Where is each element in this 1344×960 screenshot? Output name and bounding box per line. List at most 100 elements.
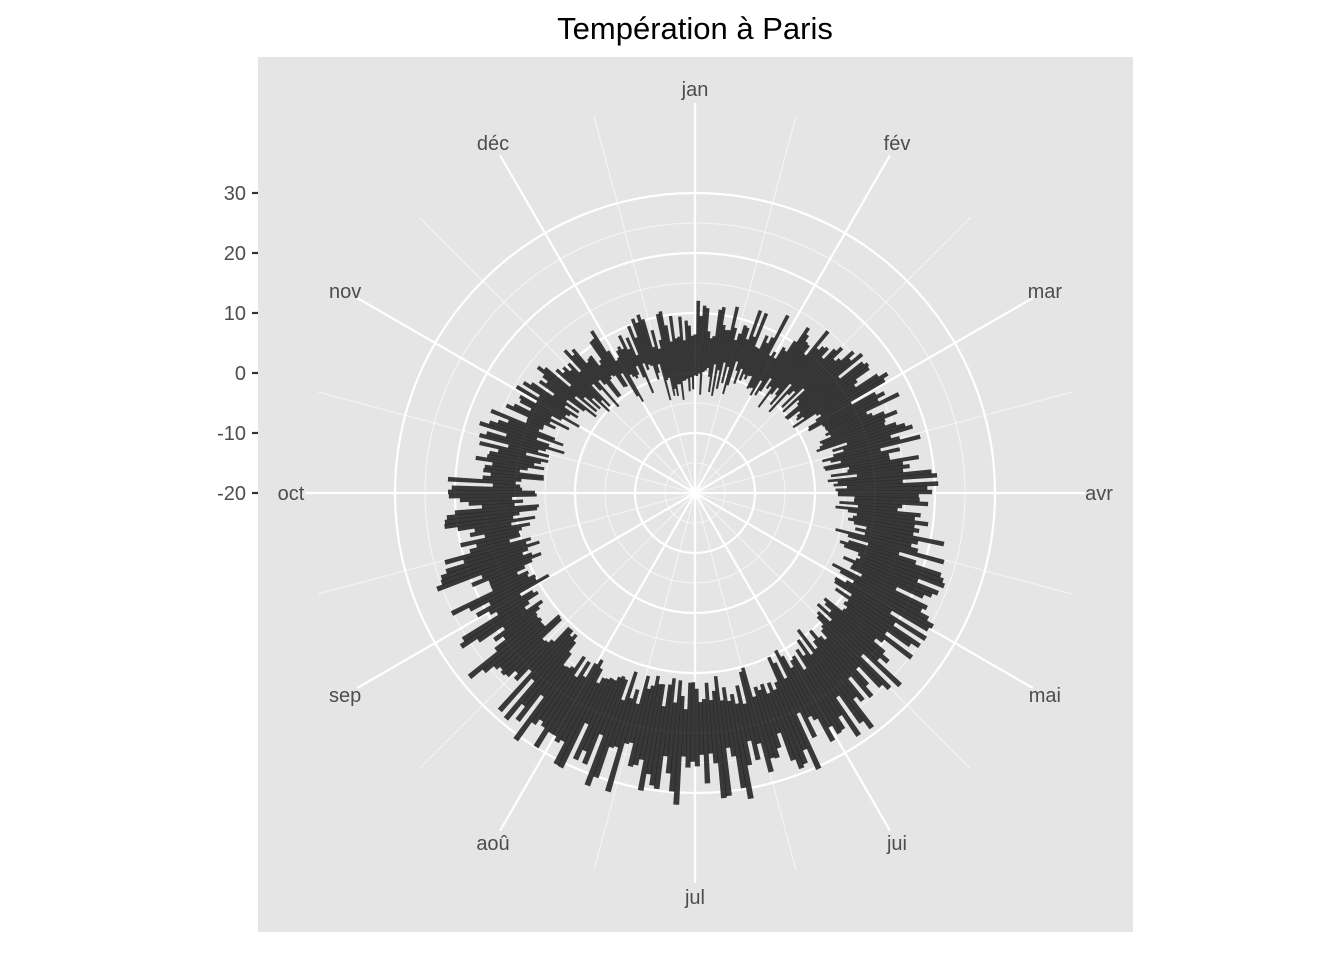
temperature-bar <box>531 634 573 682</box>
temperature-bar <box>835 528 919 553</box>
temperature-bar <box>832 436 901 458</box>
temperature-bar <box>829 610 890 664</box>
temperature-bar <box>708 309 723 393</box>
temperature-bar <box>846 481 939 489</box>
temperature-bar <box>459 600 530 649</box>
temperature-bar <box>753 686 780 759</box>
temperature-bar <box>727 700 747 789</box>
temperature-bar <box>853 521 914 536</box>
temperature-bar <box>616 356 644 403</box>
temperature-bar <box>542 374 597 418</box>
temperature-bar <box>444 515 514 529</box>
temperature-bar <box>759 683 782 735</box>
temperature-bar <box>569 369 603 402</box>
temperature-bar <box>816 615 892 691</box>
temperature-bar <box>735 685 752 742</box>
temperature-bar <box>793 348 837 393</box>
temperature-bar <box>830 448 882 463</box>
temperature-bar <box>529 408 570 431</box>
temperature-bar <box>864 532 912 548</box>
temperature-bar <box>711 690 727 799</box>
temperature-bar <box>860 574 928 611</box>
temperature-bar <box>754 346 786 396</box>
major-spoke <box>499 154 696 494</box>
temperature-bar <box>706 338 713 369</box>
temperature-bar <box>617 345 636 378</box>
temperature-bar <box>702 308 710 373</box>
temperature-bar <box>557 677 606 769</box>
temperature-bar <box>833 479 903 487</box>
temperature-bar <box>584 678 629 787</box>
temperature-bar <box>613 697 634 748</box>
temperature-bar <box>846 422 906 446</box>
temperature-bar <box>655 313 676 396</box>
temperature-bar <box>605 689 640 793</box>
temperature-bar <box>856 468 904 478</box>
temperature-bar <box>587 357 620 398</box>
temperature-bar <box>839 500 903 509</box>
temperature-bar <box>513 639 555 682</box>
temperature-bar <box>848 539 917 565</box>
temperature-bar <box>630 318 651 366</box>
temperature-bar <box>741 667 774 773</box>
temperature-bar <box>572 677 614 761</box>
temperature-bar <box>795 648 843 718</box>
month-label-5: jui <box>886 833 907 855</box>
temperature-bar <box>842 434 892 452</box>
temperature-bar <box>792 384 856 429</box>
major-spoke <box>694 297 1034 494</box>
temperature-bar <box>653 684 672 790</box>
temperature-bar <box>608 671 638 749</box>
temperature-bar <box>571 348 601 382</box>
temperature-bar <box>808 629 852 680</box>
temperature-bar <box>560 667 603 743</box>
month-label-10: nov <box>329 281 361 303</box>
temperature-bar <box>488 565 526 585</box>
temperature-bar <box>857 504 898 512</box>
temperature-bar <box>616 349 632 376</box>
temperature-bar <box>847 517 920 534</box>
radial-tick-label: 0 <box>235 363 246 385</box>
temperature-bar <box>816 602 881 661</box>
temperature-bar <box>627 348 638 367</box>
temperature-bar <box>469 522 531 538</box>
temperature-bar <box>488 577 537 606</box>
temperature-bar <box>606 350 623 375</box>
temperature-bar <box>699 305 707 395</box>
temperature-bar <box>824 602 886 655</box>
temperature-bar <box>867 542 900 556</box>
temperature-bar <box>848 454 920 470</box>
temperature-bar <box>636 314 660 380</box>
temperature-bar <box>834 576 893 615</box>
temperature-bar <box>552 393 580 414</box>
temperature-bar <box>743 347 760 380</box>
temperature-bar <box>476 533 521 548</box>
temperature-bar <box>673 695 685 805</box>
temperature-bar <box>505 403 557 430</box>
temperature-bar <box>816 421 897 453</box>
temperature-bar <box>447 476 516 485</box>
temperature-bar <box>628 675 651 744</box>
temperature-bar <box>713 676 732 797</box>
temperature-bar <box>533 660 591 749</box>
temperature-bar <box>488 420 538 441</box>
temperature-bar <box>713 306 726 365</box>
temperature-bar <box>552 662 598 737</box>
radial-tick-label: 10 <box>224 303 246 325</box>
temperature-bar <box>650 329 672 401</box>
temperature-bar <box>846 599 912 648</box>
temperature-bar <box>461 590 539 642</box>
temperature-bar <box>554 659 604 744</box>
month-label-11: déc <box>477 133 509 155</box>
temperature-bar <box>448 493 537 499</box>
temperature-bar <box>535 400 580 428</box>
temperature-bar <box>513 403 551 425</box>
major-spoke <box>694 154 891 494</box>
temperature-bar <box>802 379 858 419</box>
temperature-bar <box>777 353 807 390</box>
temperature-bar <box>865 526 945 547</box>
temperature-bar <box>658 311 677 390</box>
temperature-bar <box>598 363 612 381</box>
temperature-bar <box>854 527 919 545</box>
minor-spoke <box>418 492 696 770</box>
